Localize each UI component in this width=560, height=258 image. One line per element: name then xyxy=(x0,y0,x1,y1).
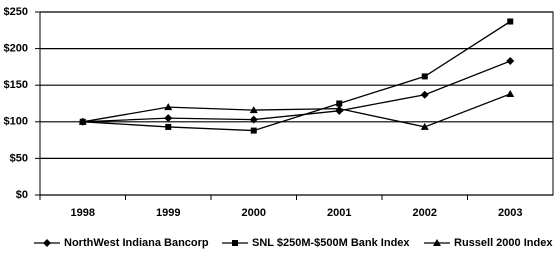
legend-marker xyxy=(433,239,441,246)
x-tick-label: 2003 xyxy=(498,207,522,219)
data-point xyxy=(336,100,343,107)
y-tick-label: $200 xyxy=(4,43,28,55)
data-point xyxy=(164,103,173,111)
data-point xyxy=(249,106,258,114)
series-line xyxy=(82,20,511,132)
x-tick-label: 1999 xyxy=(156,207,180,219)
y-tick-label: $0 xyxy=(16,189,28,201)
data-point xyxy=(335,104,344,112)
y-tick-label: $150 xyxy=(4,79,28,91)
data-point xyxy=(506,89,515,97)
legend-marker xyxy=(232,240,238,246)
x-tick-label: 2000 xyxy=(242,207,266,219)
legend-label: Russell 2000 Index xyxy=(454,237,553,249)
data-point xyxy=(506,57,515,66)
x-tick-label: 1998 xyxy=(71,207,95,219)
x-tick-label: 2001 xyxy=(327,207,351,219)
legend-label: NorthWest Indiana Bancorp xyxy=(64,237,209,249)
y-tick-label: $250 xyxy=(4,6,28,18)
data-point xyxy=(507,18,514,25)
legend-label: SNL $250M-$500M Bank Index xyxy=(252,237,410,249)
y-tick-label: $100 xyxy=(4,116,28,128)
data-point xyxy=(249,115,258,124)
data-point xyxy=(421,73,428,80)
data-point xyxy=(420,122,429,130)
series-line xyxy=(82,93,511,128)
y-tick-label: $50 xyxy=(10,152,28,164)
plot-frame xyxy=(39,11,554,196)
data-point xyxy=(164,114,173,123)
series-line xyxy=(82,60,511,123)
legend-marker xyxy=(43,239,51,247)
data-point xyxy=(78,117,87,125)
data-point xyxy=(165,123,172,130)
data-point xyxy=(420,90,429,99)
data-point xyxy=(250,127,257,134)
x-tick-label: 2002 xyxy=(413,207,437,219)
